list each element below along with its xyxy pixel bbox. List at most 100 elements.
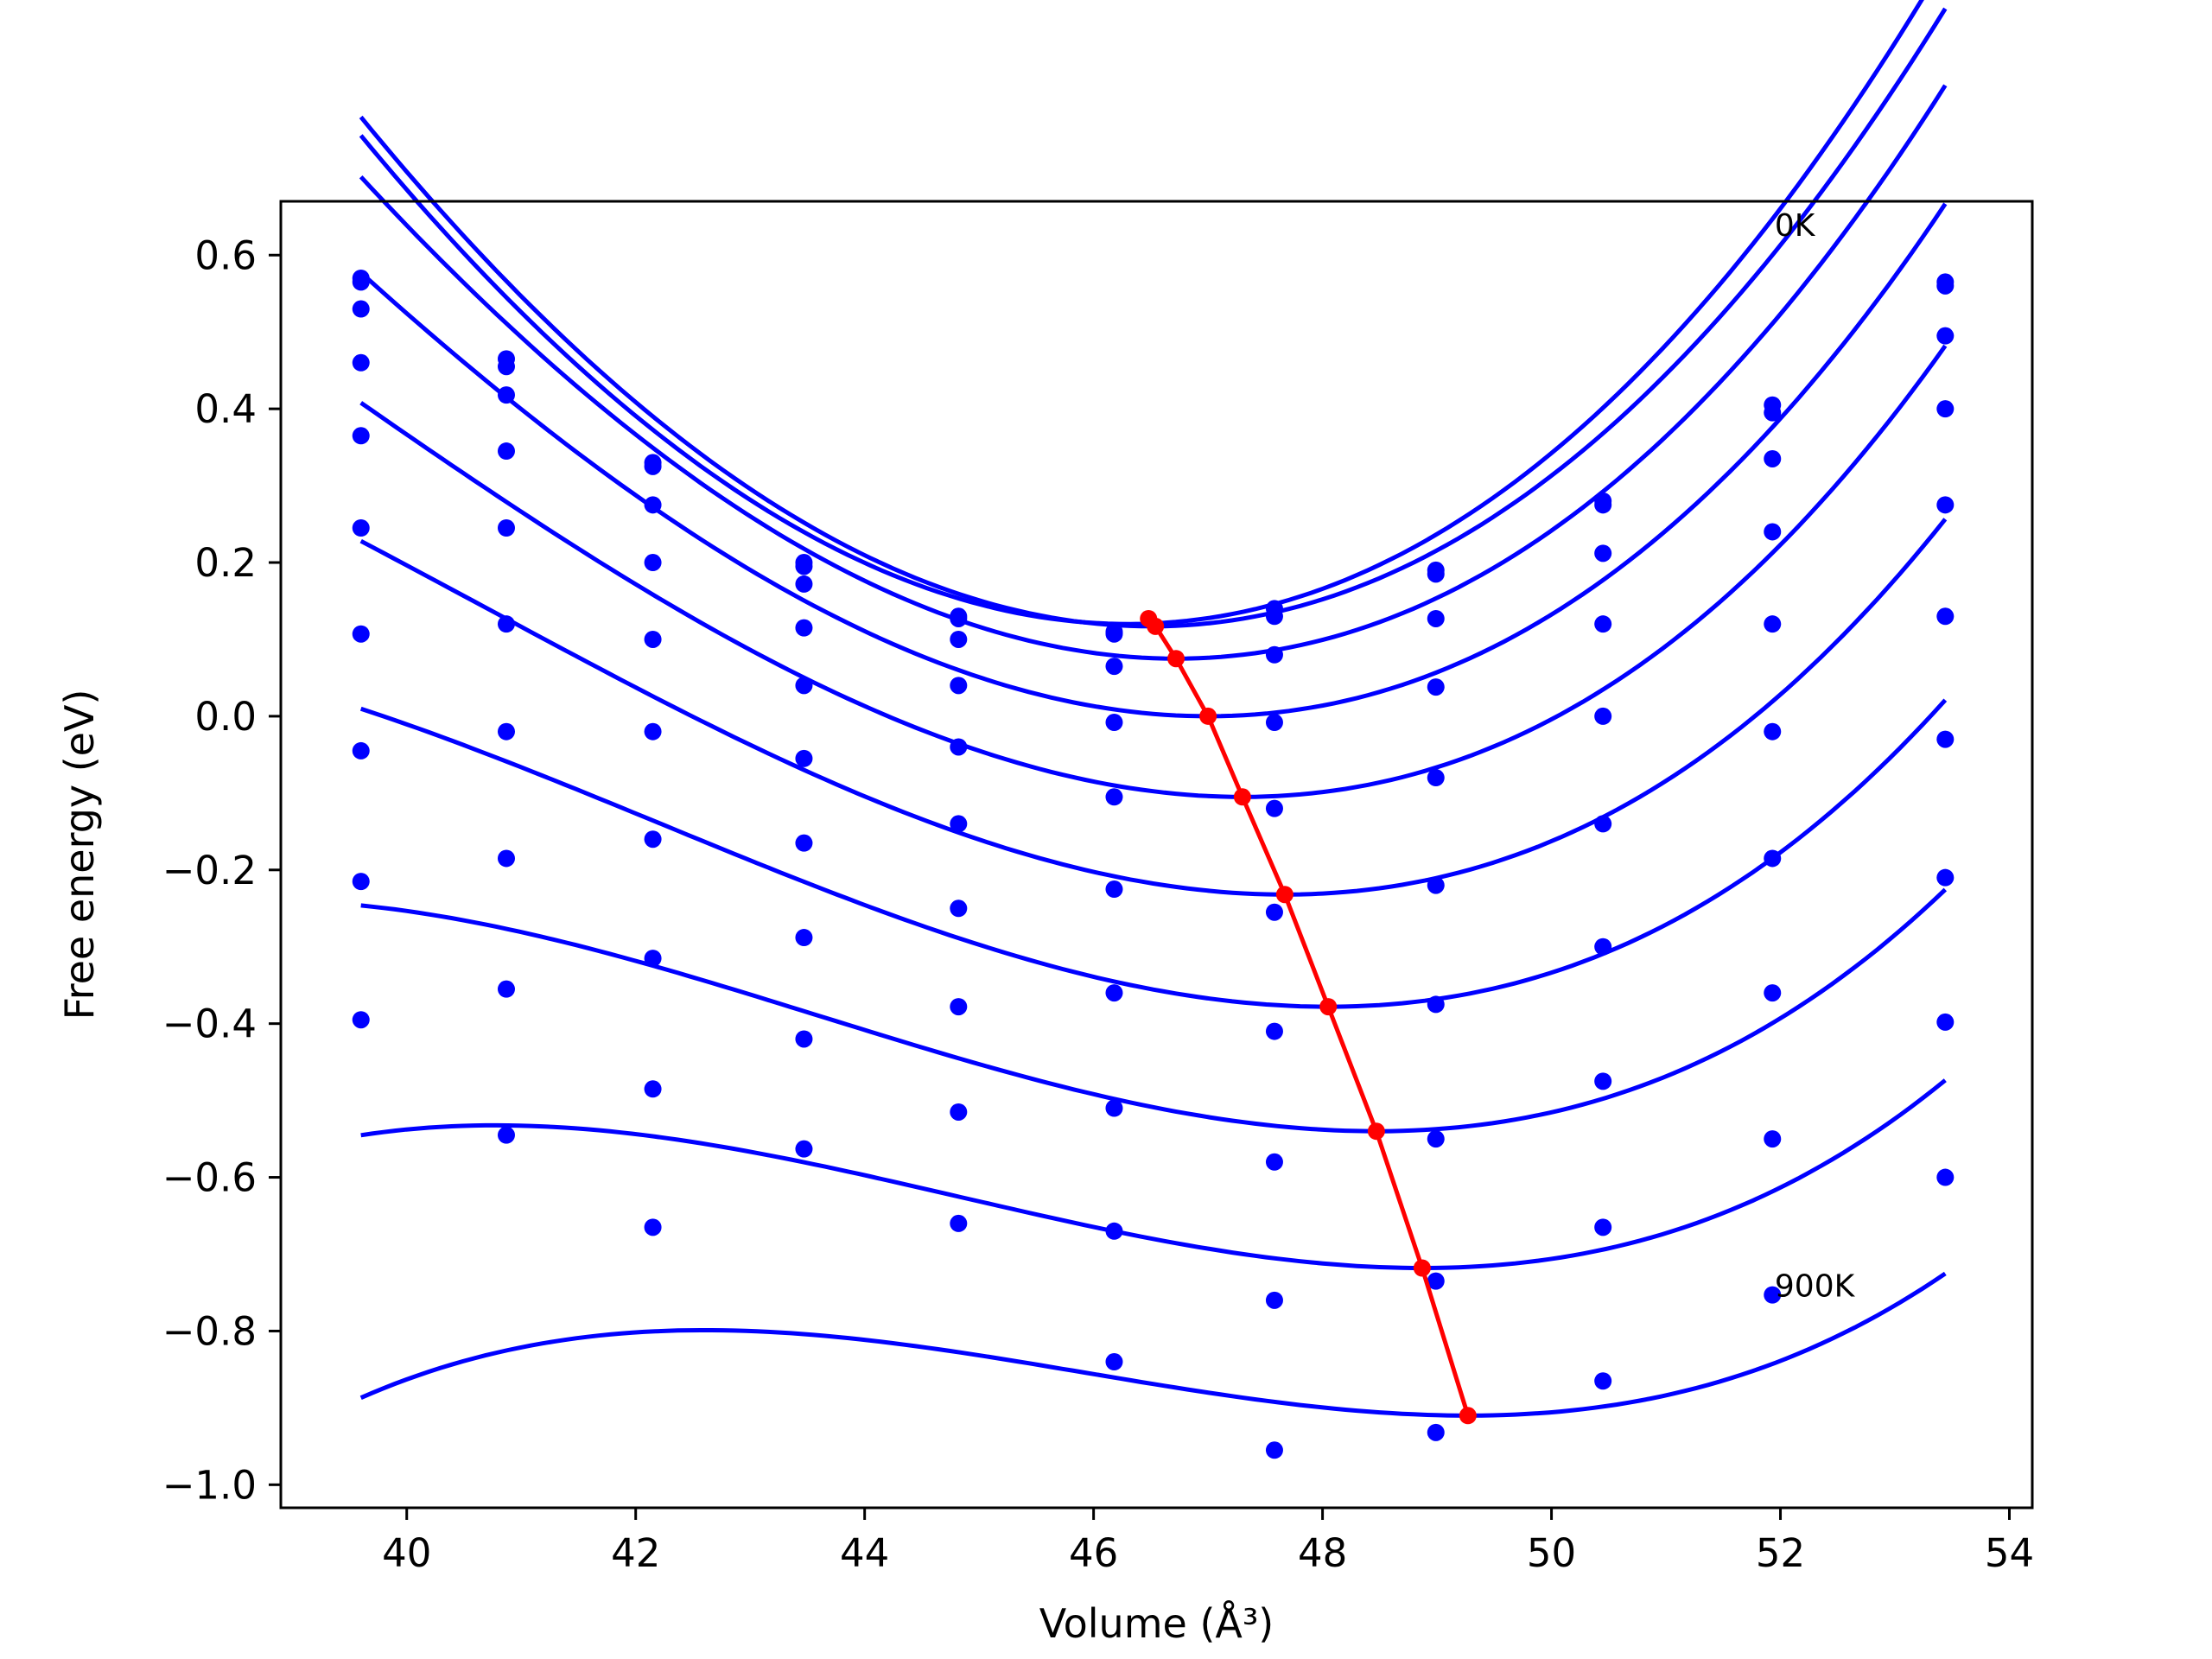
data-point (1105, 1353, 1123, 1371)
data-point (644, 1080, 662, 1098)
fit-curve-8 (360, 887, 1948, 1134)
data-point (1764, 722, 1782, 741)
fit-curve-3 (359, 84, 1948, 661)
data-point (795, 1140, 813, 1158)
data-point (795, 834, 813, 852)
data-point (1936, 1013, 1955, 1031)
data-point (644, 630, 662, 648)
data-point (1427, 1130, 1445, 1148)
data-point (1105, 658, 1123, 676)
minima-point (1275, 886, 1294, 904)
data-point (1764, 404, 1782, 422)
data-point (795, 557, 813, 575)
data-point (950, 609, 968, 627)
x-tick-label: 54 (1985, 1530, 2034, 1576)
data-point (1427, 565, 1445, 583)
fit-curve-4 (359, 202, 1948, 719)
data-point (950, 815, 968, 833)
data-point (795, 1030, 813, 1048)
data-point (497, 980, 515, 998)
data-point (497, 519, 515, 537)
data-point (1105, 714, 1123, 732)
data-point (1105, 1099, 1123, 1117)
data-point (1594, 815, 1612, 833)
data-point (644, 830, 662, 849)
data-point (352, 741, 370, 760)
data-point (497, 386, 515, 404)
data-point (1936, 607, 1955, 626)
data-point (950, 738, 968, 756)
data-point (497, 442, 515, 461)
data-point (1764, 849, 1782, 868)
data-point (1265, 1291, 1283, 1309)
y-tick-label: −0.4 (162, 1001, 257, 1047)
data-point (1427, 1423, 1445, 1441)
data-point (1594, 1372, 1612, 1390)
x-tick-label: 48 (1298, 1530, 1347, 1576)
data-point (1105, 880, 1123, 899)
minima-point (1167, 650, 1185, 668)
data-point (1427, 1272, 1445, 1290)
minima-point (1319, 998, 1338, 1016)
data-point (1427, 995, 1445, 1014)
data-point (352, 300, 370, 318)
data-point (1265, 607, 1283, 626)
data-point (1764, 984, 1782, 1002)
data-points (352, 269, 1955, 1459)
data-point (1594, 707, 1612, 725)
data-point (950, 998, 968, 1016)
data-point (950, 630, 968, 648)
data-point (1427, 609, 1445, 627)
data-point (1764, 523, 1782, 541)
data-point (1764, 449, 1782, 467)
data-point (1265, 645, 1283, 664)
temperature-annotation: 0K (1775, 208, 1816, 244)
fit-curve-10 (359, 1271, 1947, 1418)
y-tick-label: −1.0 (162, 1462, 257, 1508)
data-point (644, 950, 662, 968)
data-point (1594, 1218, 1612, 1236)
data-point (795, 929, 813, 947)
data-point (1936, 276, 1955, 295)
y-tick-label: 0.4 (194, 386, 257, 432)
data-point (1936, 730, 1955, 748)
data-point (1936, 1168, 1955, 1186)
x-axis-label: Volume (Å³) (1039, 1600, 1274, 1647)
data-point (644, 722, 662, 741)
y-tick-label: −0.6 (162, 1155, 257, 1201)
minima-point (1459, 1407, 1477, 1425)
data-point (1594, 615, 1612, 633)
x-tick-label: 46 (1069, 1530, 1118, 1576)
data-point (1105, 1222, 1123, 1240)
data-point (1105, 984, 1123, 1002)
plot-frame (279, 200, 2034, 1510)
y-tick-label: 0.0 (194, 694, 257, 740)
data-point (644, 496, 662, 514)
data-point (1427, 678, 1445, 696)
annotations: 0K 900K (1775, 208, 1856, 1304)
minima-point (1147, 617, 1165, 635)
data-point (497, 849, 515, 868)
x-tick-label: 50 (1527, 1530, 1576, 1576)
data-point (1764, 1286, 1782, 1304)
data-point (497, 1126, 515, 1144)
data-point (950, 1214, 968, 1232)
data-point (1936, 868, 1955, 887)
data-point (1764, 1130, 1782, 1148)
data-point (795, 619, 813, 637)
data-point (1936, 400, 1955, 418)
data-point (1764, 615, 1782, 633)
data-point (1427, 876, 1445, 894)
y-tick-label: −0.2 (162, 848, 257, 893)
data-point (352, 519, 370, 537)
data-point (352, 427, 370, 445)
y-axis-label: Free energy (eV) (56, 690, 103, 1020)
data-point (644, 1218, 662, 1236)
minima-line (1147, 617, 1471, 1417)
data-point (950, 677, 968, 695)
data-point (1936, 496, 1955, 514)
data-point (497, 358, 515, 376)
data-point (950, 1103, 968, 1121)
x-tick-label: 42 (611, 1530, 660, 1576)
x-axis-ticks: 40 42 44 46 48 50 52 54 (382, 1508, 2034, 1576)
